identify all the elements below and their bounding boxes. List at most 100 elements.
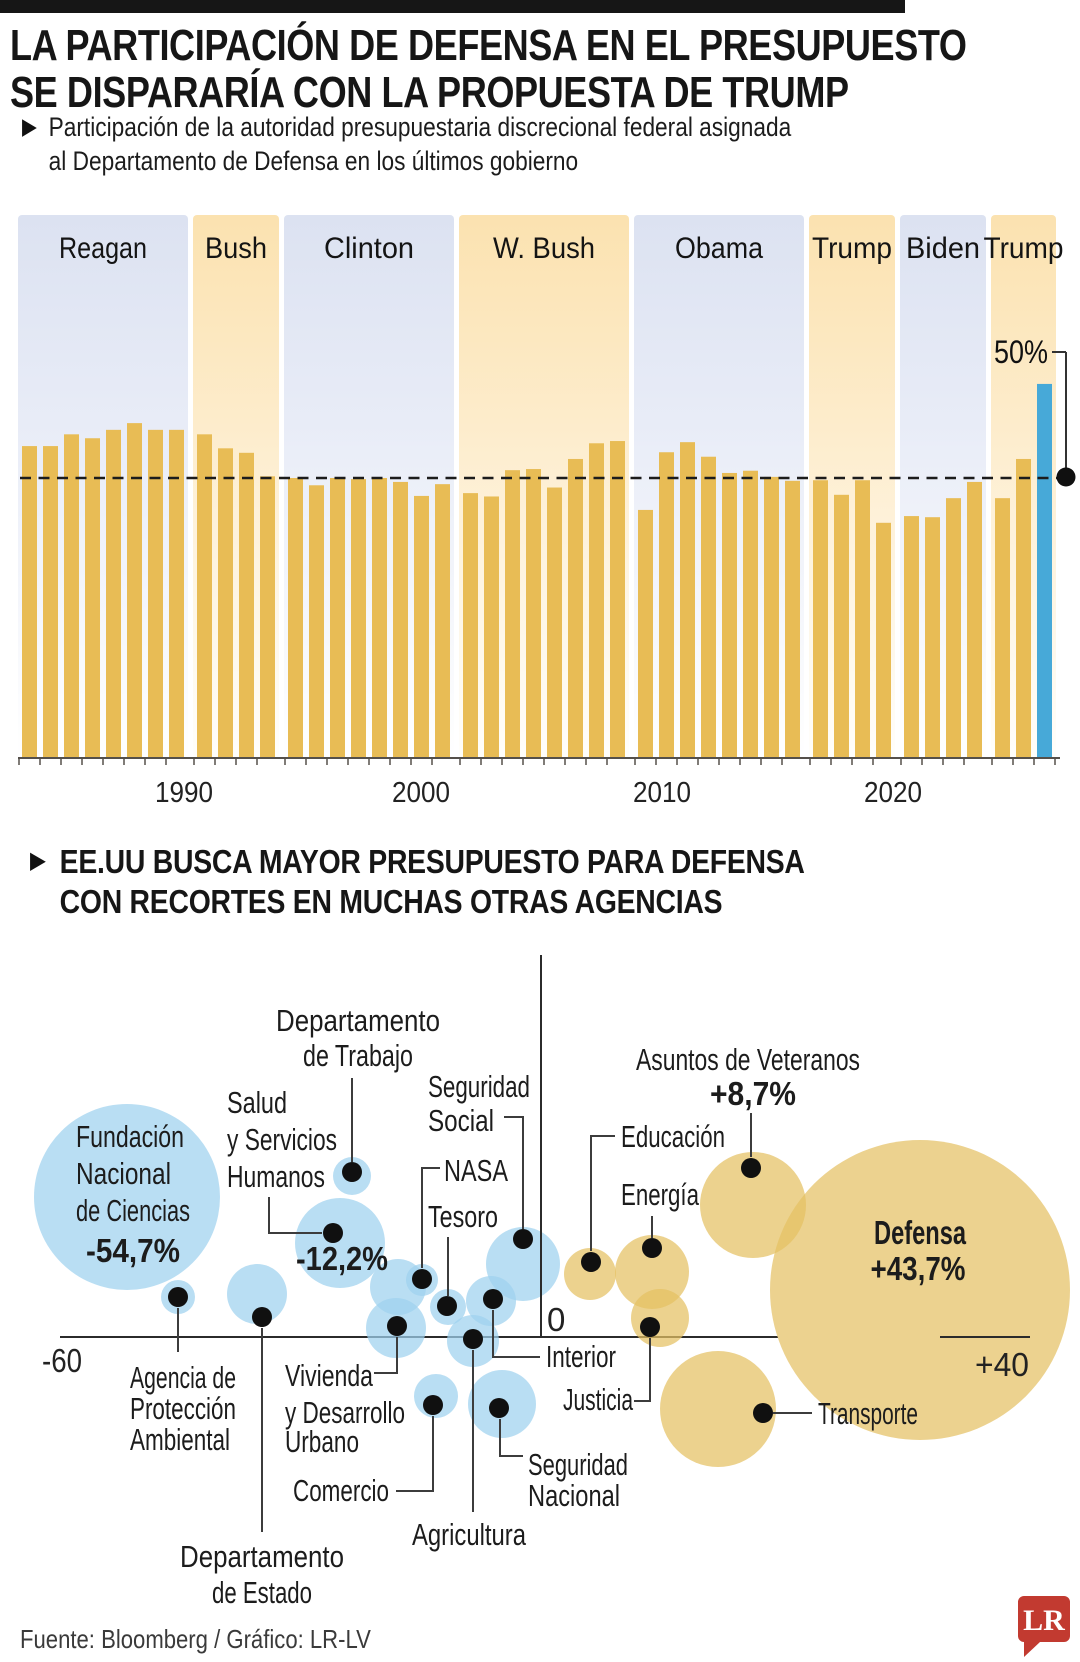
label-trabajo: de Trabajo: [303, 1038, 413, 1073]
title-line-2: SE DISPARARÍA CON LA PROPUESTA DE TRUMP: [10, 68, 849, 117]
top-accent-bar: [0, 0, 905, 13]
era-label: W. Bush: [493, 232, 595, 265]
bar: [589, 443, 604, 758]
bar: [22, 446, 37, 758]
bubble-energia: [615, 1235, 689, 1309]
label-nsf: de Ciencias: [76, 1193, 190, 1228]
bar: [876, 522, 891, 758]
leader-interior: [492, 1310, 540, 1358]
dot-seguridad_social: [513, 1229, 533, 1249]
year-tick-label: 2010: [633, 777, 691, 809]
label-seguridad_social: Seguridad: [428, 1069, 530, 1104]
dot-agricultura: [463, 1329, 483, 1349]
dot-energia: [642, 1238, 662, 1258]
label-nsf: Fundación: [76, 1119, 184, 1154]
era-label: Reagan: [59, 232, 147, 265]
dot-epa: [168, 1287, 188, 1307]
bar: [435, 484, 450, 758]
dot-transporte: [753, 1403, 773, 1423]
bar: [288, 478, 303, 758]
subtitle-line-1: Participación de la autoridad presupuest…: [48, 112, 792, 142]
label-seguridad_nacional: Seguridad: [528, 1447, 628, 1482]
dot-interior: [483, 1289, 503, 1309]
leader-vivienda: [374, 1337, 398, 1374]
label-salud: Salud: [227, 1085, 287, 1120]
bubble-nsf: [34, 1104, 220, 1290]
axis-label-max: +40: [975, 1346, 1029, 1383]
label-epa: Protección: [130, 1391, 236, 1426]
bar: [967, 481, 982, 758]
leader-salud: [268, 1197, 322, 1234]
dot-salud: [323, 1223, 343, 1243]
bar: [743, 470, 758, 758]
label-vivienda: Urbano: [285, 1424, 359, 1459]
dot-trabajo: [342, 1162, 362, 1182]
bar: [148, 429, 163, 758]
bar: [239, 452, 254, 758]
era-label: Bush: [205, 232, 267, 265]
chart1-subtitle: ▶ Participación de la autoridad presupue…: [22, 110, 791, 178]
bar: [85, 438, 100, 758]
label-transporte: Transporte: [818, 1396, 918, 1431]
dot-justicia: [640, 1317, 660, 1337]
bar: [834, 494, 849, 758]
label-energia: Energía: [621, 1177, 700, 1212]
leader-comercio: [396, 1416, 434, 1492]
bar: [722, 472, 737, 758]
section2-header: ▶ EE.UU BUSCA MAYOR PRESUPUESTO PARA DEF…: [30, 842, 805, 922]
label-epa: Ambiental: [130, 1422, 230, 1457]
label-defensa: +43,7%: [871, 1250, 966, 1287]
era-band-biden: [900, 215, 986, 758]
dot-nasa: [412, 1269, 432, 1289]
bar: [106, 429, 121, 758]
bar: [330, 478, 345, 758]
bar: [680, 442, 695, 758]
era-band-trump: [809, 215, 895, 758]
label-educacion: Educación: [621, 1119, 725, 1154]
dot-educacion: [581, 1252, 601, 1272]
subtitle-line-2: al Departamento de Defensa en los último…: [48, 146, 579, 176]
label-salud: -12,2%: [296, 1240, 388, 1277]
leader-justicia: [634, 1338, 651, 1402]
dot-veteranos: [741, 1158, 761, 1178]
bar: [1016, 458, 1031, 758]
triangle-bullet-icon: ▶: [30, 847, 46, 874]
year-tick-label: 2000: [392, 777, 450, 809]
bubble-salud: [295, 1198, 385, 1288]
lr-logo-shape: [1018, 1596, 1070, 1657]
triangle-bullet-icon: ▶: [22, 113, 37, 139]
bubble-estado: [227, 1264, 287, 1324]
bar: [309, 485, 324, 758]
bar: [855, 480, 870, 758]
label-salud: y Servicios: [227, 1122, 337, 1157]
bar: [946, 498, 961, 758]
bar: [701, 456, 716, 758]
dot-seguridad_nacional: [489, 1398, 509, 1418]
axis-label-zero: 0: [547, 1301, 565, 1338]
bar: [372, 478, 387, 758]
bar: [526, 469, 541, 758]
label-defensa: Defensa: [874, 1214, 966, 1251]
dot-estado: [252, 1307, 272, 1327]
leader-educacion: [590, 1135, 615, 1251]
lr-logo-text: LR: [1023, 1604, 1065, 1637]
era-band-reagan: [18, 215, 188, 758]
bar: [414, 495, 429, 758]
reference-dot: [1056, 467, 1076, 487]
title-line-1: LA PARTICIPACIÓN DE DEFENSA EN EL PRESUP…: [10, 21, 967, 70]
era-label: Clinton: [324, 232, 414, 265]
bar: [127, 423, 142, 758]
bar: [785, 480, 800, 758]
label-nsf: Nacional: [76, 1156, 171, 1191]
bar: [547, 487, 562, 758]
reference-value-label: 50%: [994, 334, 1048, 370]
bar: [197, 434, 212, 758]
label-estado: de Estado: [212, 1575, 312, 1610]
label-veteranos: +8,7%: [710, 1075, 796, 1112]
label-vivienda: y Desarrollo: [285, 1395, 405, 1430]
bar: [218, 448, 233, 758]
dot-vivienda: [387, 1316, 407, 1336]
